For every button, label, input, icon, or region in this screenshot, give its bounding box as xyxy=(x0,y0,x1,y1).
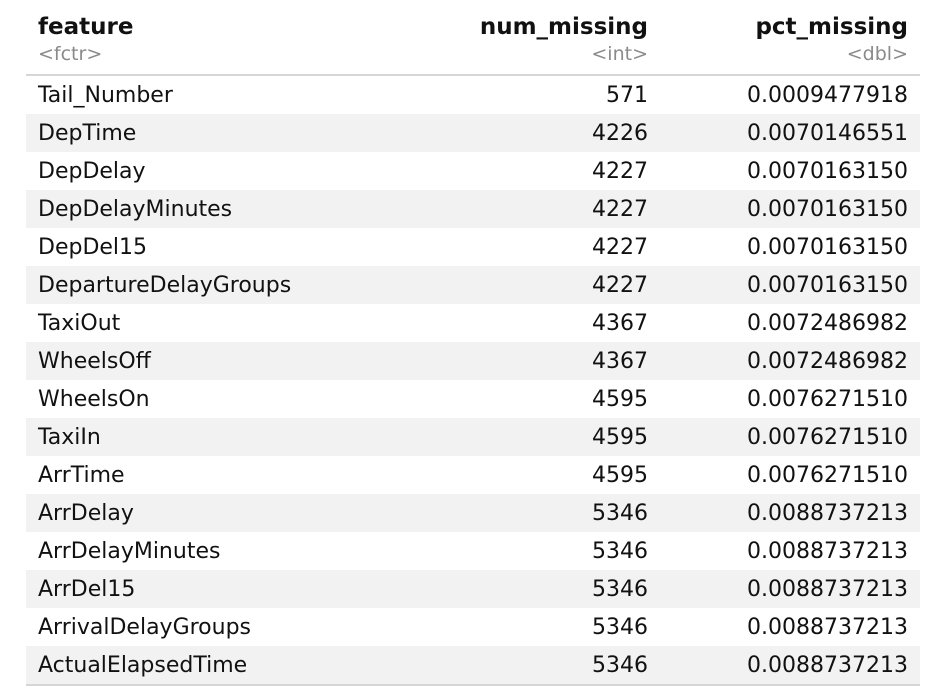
pct-missing-cell: 0.0088737213 xyxy=(747,614,908,640)
table-row: TaxiOut 4367 0.0072486982 xyxy=(26,304,920,342)
table-row: DepartureDelayGroups 4227 0.0070163150 xyxy=(26,266,920,304)
feature-cell: WheelsOn xyxy=(38,386,150,412)
table-row: WheelsOn 4595 0.0076271510 xyxy=(26,380,920,418)
feature-cell: TaxiIn xyxy=(26,418,422,456)
pct-missing-cell: 0.0072486982 xyxy=(747,310,908,336)
num-missing-cell: 4595 xyxy=(592,462,648,488)
num-missing-cell: 4227 xyxy=(592,234,648,260)
pct-missing-cell: 0.0088737213 xyxy=(660,646,920,686)
feature-cell: ActualElapsedTime xyxy=(26,646,422,686)
missing-values-table: feature num_missing pct_missing <fctr> <… xyxy=(26,0,920,686)
table-row: DepDelayMinutes 4227 0.0070163150 xyxy=(26,190,920,228)
table-row: ArrDelay 5346 0.0088737213 xyxy=(26,494,920,532)
feature-cell: DepDel15 xyxy=(38,234,148,260)
num-missing-cell: 4595 xyxy=(422,418,660,456)
feature-cell: DepTime xyxy=(26,114,422,152)
pct-missing-cell: 0.0072486982 xyxy=(660,342,920,380)
table-row: Tail_Number 571 0.0009477918 xyxy=(26,75,920,114)
pct-missing-cell: 0.0088737213 xyxy=(660,494,920,532)
num-missing-cell: 5346 xyxy=(422,646,660,686)
pct-missing-cell: 0.0076271510 xyxy=(660,418,920,456)
column-type-num-missing: <int> xyxy=(422,40,660,76)
table-row: ActualElapsedTime 5346 0.0088737213 xyxy=(26,646,920,686)
pct-missing-cell: 0.0076271510 xyxy=(747,386,908,412)
column-header-pct-missing: pct_missing xyxy=(755,14,908,40)
column-header-feature: feature xyxy=(38,14,134,40)
pct-missing-cell: 0.0088737213 xyxy=(747,538,908,564)
feature-cell: DepDelay xyxy=(38,158,146,184)
num-missing-cell: 4227 xyxy=(592,158,648,184)
num-missing-cell: 4367 xyxy=(422,342,660,380)
table-row: ArrivalDelayGroups 5346 0.0088737213 xyxy=(26,608,920,646)
feature-cell: ArrTime xyxy=(38,462,125,488)
num-missing-cell: 5346 xyxy=(422,494,660,532)
num-missing-cell: 571 xyxy=(606,82,648,108)
table-row: DepDelay 4227 0.0070163150 xyxy=(26,152,920,190)
table-row: DepDel15 4227 0.0070163150 xyxy=(26,228,920,266)
table-header: feature num_missing pct_missing <fctr> <… xyxy=(26,0,920,76)
num-missing-cell: 5346 xyxy=(592,614,648,640)
num-missing-cell: 5346 xyxy=(422,570,660,608)
num-missing-cell: 4227 xyxy=(422,266,660,304)
num-missing-cell: 4595 xyxy=(592,386,648,412)
missing-values-table-container: feature num_missing pct_missing <fctr> <… xyxy=(26,0,920,686)
feature-cell: DepartureDelayGroups xyxy=(26,266,422,304)
pct-missing-cell: 0.0070163150 xyxy=(660,266,920,304)
num-missing-cell: 4367 xyxy=(592,310,648,336)
num-missing-cell: 4226 xyxy=(422,114,660,152)
table-body: Tail_Number 571 0.0009477918 DepTime 4226 0.0… xyxy=(26,75,920,686)
pct-missing-cell: 0.0009477918 xyxy=(747,82,908,108)
feature-cell: Tail_Number xyxy=(38,82,173,108)
table-row: WheelsOff 4367 0.0072486982 xyxy=(26,342,920,380)
pct-missing-cell: 0.0070146551 xyxy=(660,114,920,152)
column-types-row: <fctr> <int> <dbl> xyxy=(26,40,920,76)
num-missing-cell: 5346 xyxy=(592,538,648,564)
feature-cell: ArrivalDelayGroups xyxy=(38,614,252,640)
feature-cell: ArrDelayMinutes xyxy=(38,538,221,564)
feature-cell: TaxiOut xyxy=(38,310,121,336)
pct-missing-cell: 0.0088737213 xyxy=(660,570,920,608)
feature-cell: ArrDelay xyxy=(26,494,422,532)
table-row: ArrDel15 5346 0.0088737213 xyxy=(26,570,920,608)
feature-cell: ArrDel15 xyxy=(26,570,422,608)
table-row: TaxiIn 4595 0.0076271510 xyxy=(26,418,920,456)
num-missing-cell: 4227 xyxy=(422,190,660,228)
pct-missing-cell: 0.0070163150 xyxy=(660,190,920,228)
feature-cell: WheelsOff xyxy=(26,342,422,380)
pct-missing-cell: 0.0070163150 xyxy=(747,234,908,260)
table-row: ArrTime 4595 0.0076271510 xyxy=(26,456,920,494)
feature-cell: DepDelayMinutes xyxy=(26,190,422,228)
pct-missing-cell: 0.0070163150 xyxy=(747,158,908,184)
pct-missing-cell: 0.0076271510 xyxy=(747,462,908,488)
column-header-num-missing: num_missing xyxy=(479,14,648,40)
column-names-row: feature num_missing pct_missing xyxy=(26,0,920,40)
column-type-pct-missing: <dbl> xyxy=(660,40,920,76)
column-type-feature: <fctr> xyxy=(26,40,422,76)
table-row: ArrDelayMinutes 5346 0.0088737213 xyxy=(26,532,920,570)
table-row: DepTime 4226 0.0070146551 xyxy=(26,114,920,152)
